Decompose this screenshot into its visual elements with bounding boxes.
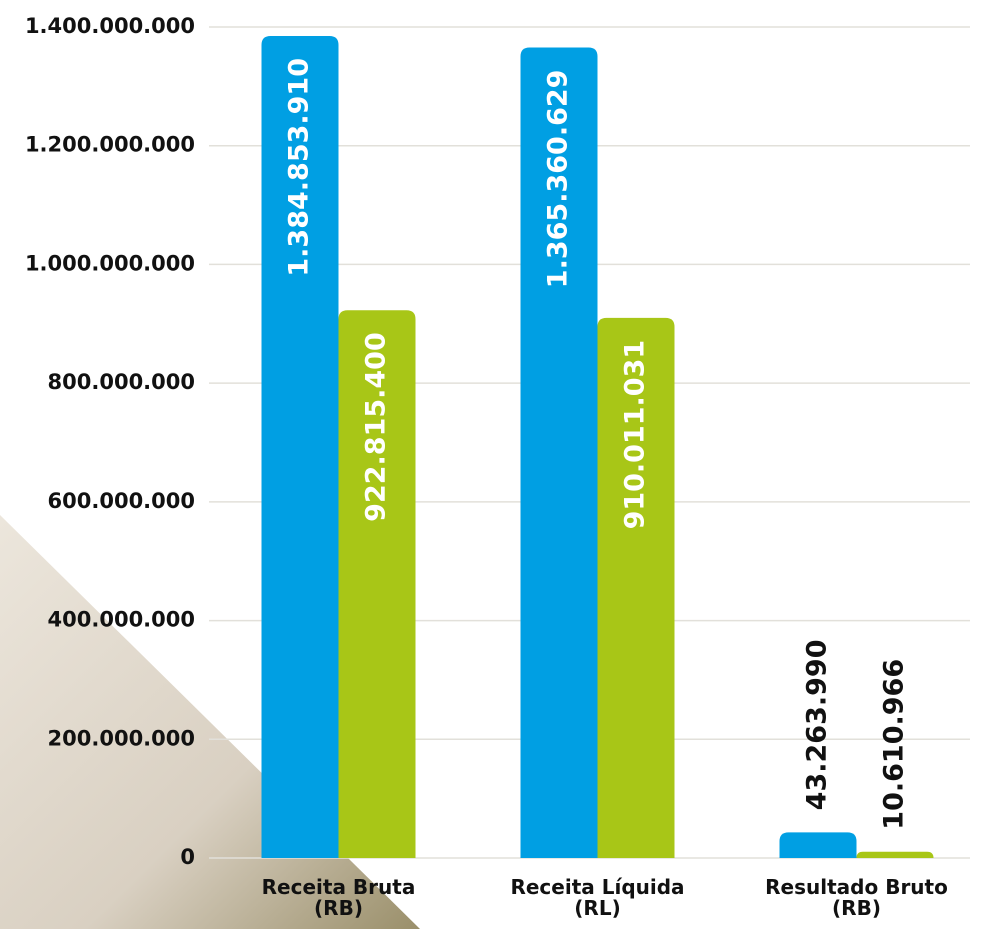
x-tick-label: Resultado Bruto (RB) — [765, 875, 948, 920]
value-label: 1.365.360.629 — [543, 70, 574, 289]
bar — [520, 47, 598, 859]
y-tick-label: 1.000.000.000 — [25, 251, 195, 275]
x-tick-label: Receita Bruta (RB) — [261, 875, 416, 920]
value-label: 43.263.990 — [802, 640, 833, 811]
bar — [338, 310, 416, 858]
y-tick-label: 200.000.000 — [48, 726, 195, 750]
value-label: 10.610.966 — [879, 659, 910, 830]
y-tick-label: 800.000.000 — [48, 370, 195, 394]
value-label: 910.011.031 — [620, 340, 651, 530]
y-tick-label: 0 — [180, 845, 195, 869]
y-tick-label: 400.000.000 — [48, 608, 195, 632]
bar — [261, 35, 339, 858]
y-tick-label: 600.000.000 — [48, 489, 195, 513]
y-tick-label: 1.400.000.000 — [25, 14, 195, 38]
value-label: 1.384.853.910 — [284, 58, 315, 277]
bar — [779, 832, 857, 858]
y-tick-label: 1.200.000.000 — [25, 133, 195, 157]
bar — [597, 317, 675, 858]
bar — [856, 851, 934, 858]
value-label: 922.815.400 — [361, 332, 392, 522]
x-tick-label: Receita Líquida (RL) — [510, 875, 685, 920]
